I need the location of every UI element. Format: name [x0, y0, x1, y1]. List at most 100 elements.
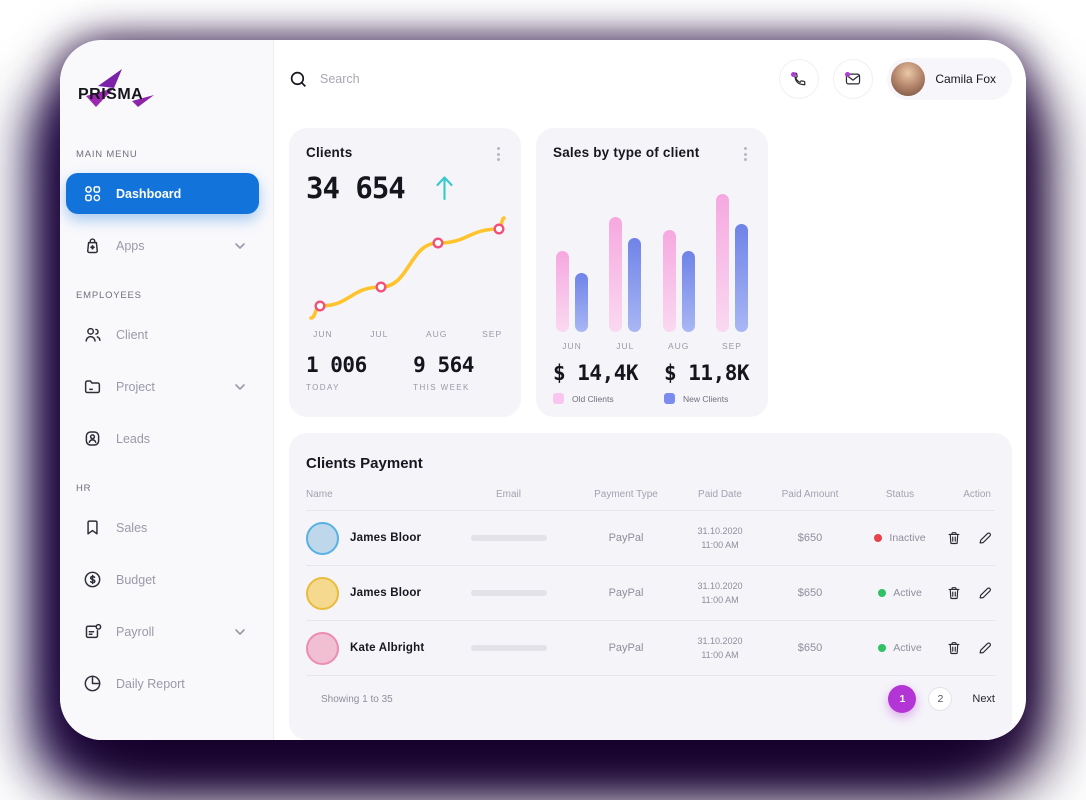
paid-amount: $650: [797, 532, 823, 544]
stat-week-label: THIS WEEK: [413, 383, 470, 392]
col-paid-date: Paid Date: [698, 489, 742, 500]
col-email: Email: [495, 489, 521, 500]
col-status: Status: [885, 489, 915, 500]
col-payment-type: Payment Type: [594, 489, 658, 500]
pie-chart-icon: [84, 675, 101, 692]
paid-date: 31.10.2020 11:00 AM: [697, 635, 743, 660]
table-row: James Bloor PayPal 31.10.2020 11:00 AM $…: [306, 566, 995, 621]
col-action: Action: [963, 489, 991, 500]
status-badge: Active: [856, 587, 944, 599]
badge-person-icon: [85, 431, 100, 446]
month-tick-label: SEP: [482, 329, 503, 339]
bar: [734, 224, 748, 332]
top-bar: Camila Fox: [289, 40, 1012, 118]
mail-icon: [846, 73, 861, 85]
bar: [575, 273, 588, 332]
stat-today-value: 1 006: [306, 353, 367, 377]
delete-icon[interactable]: [946, 530, 962, 546]
sidebar-item-label: Sales: [116, 520, 148, 535]
logo-ribbon-icon: PRISMA: [78, 69, 154, 107]
avatar: [306, 631, 339, 665]
sidebar-item-apps[interactable]: Apps: [66, 225, 259, 266]
month-tick-label: JUL: [370, 329, 389, 339]
mail-button[interactable]: [833, 59, 874, 99]
sidebar-item-project[interactable]: Project: [66, 366, 259, 407]
old-clients-swatch: [553, 393, 564, 404]
paid-amount: $650: [797, 587, 823, 599]
month-tick-label: JUL: [616, 341, 635, 351]
sidebar-section-hr: HR: [76, 483, 92, 494]
search-icon: [290, 71, 306, 87]
delete-icon[interactable]: [946, 585, 962, 601]
logo-text: PRISMA: [78, 86, 143, 103]
edit-icon[interactable]: [977, 585, 993, 601]
status-dot: [874, 534, 883, 542]
sidebar-item-budget[interactable]: Budget: [66, 559, 259, 600]
user-name: Camila Fox: [935, 72, 996, 86]
folder-icon: [84, 380, 101, 394]
phone-notification-dot: [791, 72, 797, 77]
user-menu[interactable]: Camila Fox: [887, 58, 1012, 100]
sidebar: PRISMA MAIN MENU Dashboard Apps EMPLOYEE…: [60, 40, 274, 740]
client-name: Kate Albright: [350, 642, 425, 654]
payroll-document-icon: [85, 623, 102, 639]
client-name: James Bloor: [350, 532, 422, 544]
people-icon: [85, 327, 101, 342]
bar: [628, 238, 642, 332]
bar-group: JUN: [556, 192, 588, 351]
sidebar-item-dashboard[interactable]: Dashboard: [66, 173, 259, 214]
status-badge: Inactive: [856, 532, 944, 544]
table-row: Kate Albright PayPal 31.10.2020 11:00 AM…: [306, 621, 995, 676]
bar: [609, 217, 623, 332]
edit-icon[interactable]: [977, 640, 993, 656]
sales-card: Sales by type of client JUN JUL AUG SEP $ 1…: [536, 128, 768, 417]
new-clients-total: $ 11,8K: [664, 361, 750, 385]
dollar-circle-icon: [84, 571, 101, 588]
sales-totals: $ 14,4K Old Clients $ 11,8K New Clients: [553, 361, 751, 404]
avatar: [891, 62, 926, 96]
page-button-2[interactable]: 2: [928, 687, 953, 711]
sidebar-item-client[interactable]: Client: [66, 314, 259, 355]
avatar: [306, 521, 339, 555]
paid-date: 31.10.2020 11:00 AM: [697, 580, 743, 605]
search-input[interactable]: [320, 72, 620, 86]
sidebar-item-label: Daily Report: [116, 676, 185, 691]
edit-icon[interactable]: [977, 530, 993, 546]
sidebar-item-sales[interactable]: Sales: [66, 507, 259, 548]
bar: [556, 251, 569, 332]
next-page-button[interactable]: Next: [972, 693, 995, 705]
search-box: [289, 70, 779, 89]
chevron-down-icon: [235, 628, 245, 635]
mail-notification-dot: [845, 72, 851, 77]
table-header-row: Name Email Payment Type Paid Date Paid A…: [306, 489, 995, 511]
sidebar-item-daily-report[interactable]: Daily Report: [66, 663, 259, 704]
clients-payment-card: Clients Payment Name Email Payment Type …: [289, 433, 1012, 740]
chevron-down-icon: [235, 383, 245, 390]
old-clients-legend: Old Clients: [553, 393, 652, 404]
delete-icon[interactable]: [946, 640, 962, 656]
col-paid-amount: Paid Amount: [781, 489, 839, 500]
payment-type: PayPal: [608, 532, 644, 544]
phone-button[interactable]: [779, 59, 820, 99]
stat-week-value: 9 564: [413, 353, 474, 377]
main-content: Camila Fox Clients 34 654: [274, 40, 1026, 740]
status-dot: [878, 589, 887, 597]
pagination: 1 2 Next: [888, 685, 995, 713]
bar-group: SEP: [715, 192, 748, 351]
sidebar-item-payroll[interactable]: Payroll: [66, 611, 259, 652]
bar: [662, 230, 676, 332]
sidebar-item-label: Budget: [116, 572, 156, 587]
kebab-menu-icon[interactable]: [740, 145, 751, 163]
client-name: James Bloor: [350, 587, 422, 599]
page-button-1[interactable]: 1: [888, 685, 917, 713]
topbar-actions: Camila Fox: [779, 58, 1012, 100]
sidebar-item-leads[interactable]: Leads: [66, 418, 259, 459]
phone-icon: [794, 72, 806, 86]
email-placeholder: [470, 645, 547, 651]
table-row: James Bloor PayPal 31.10.2020 11:00 AM $…: [306, 511, 995, 566]
month-tick-label: JUN: [562, 341, 582, 351]
bar-group: AUG: [662, 192, 695, 351]
bar-group: JUL: [609, 192, 642, 351]
kebab-menu-icon[interactable]: [493, 145, 504, 163]
clients-card-title: Clients: [306, 145, 353, 160]
